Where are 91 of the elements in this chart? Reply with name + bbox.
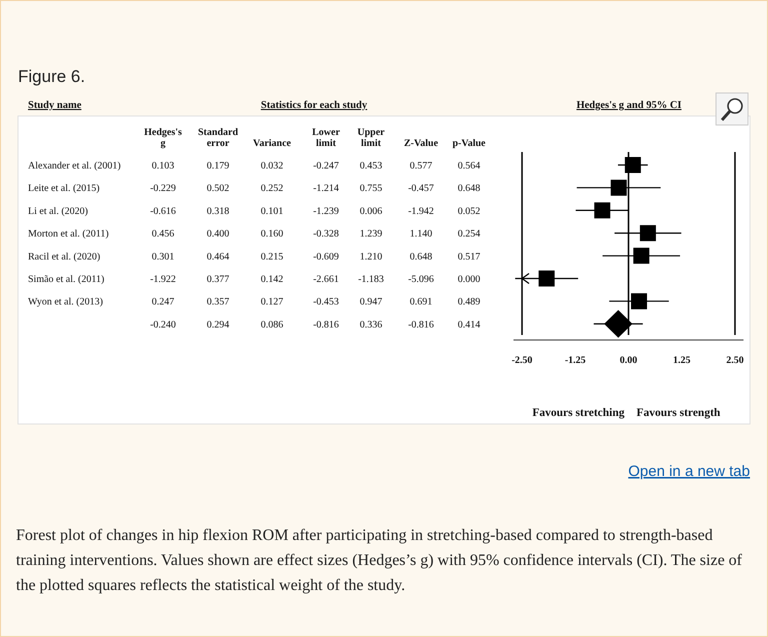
- data-label: 0.247: [152, 296, 174, 308]
- x-tick-label: p-Value: [452, 138, 486, 149]
- data-label: 0.032: [260, 160, 284, 172]
- data-label: 0.453: [360, 160, 382, 172]
- y-tick-label: Morton et al. (2011): [28, 228, 109, 240]
- data-label: -5.096: [408, 274, 434, 285]
- chart-title: Statistics for each study: [260, 100, 368, 111]
- point: [631, 293, 648, 310]
- y-tick-label: Racil et al. (2020): [28, 251, 100, 262]
- data-label: -0.240: [150, 319, 176, 330]
- data-label: 0.160: [260, 228, 284, 240]
- data-label: 0.336: [360, 319, 382, 330]
- point: [624, 157, 641, 173]
- chart-title: Hedges's g and 95% CI: [576, 100, 682, 111]
- data-label: 0.101: [260, 206, 284, 217]
- y-axis-title: Study name: [28, 100, 82, 111]
- text: Favours stretching: [532, 407, 625, 419]
- text: Forest plot of changes in hip flexion ROM after participating in stretching-based compared to strength-based training interventions. Values shown are effect sizes (Hedges’s g) with 95% confidence intervals (CI). The size of the plotted squares reflects the statistical weight of the study.: [16, 527, 743, 594]
- data-label: -0.229: [150, 183, 176, 194]
- y-tick-label: Leite et al. (2015): [28, 183, 100, 194]
- data-label: -0.609: [313, 251, 339, 262]
- data-label: -1.922: [150, 274, 176, 285]
- data-label: 0.254: [458, 228, 480, 240]
- x-tick-label: 2.50: [726, 355, 744, 366]
- x-tick-label: Variance: [253, 138, 292, 149]
- point: [640, 225, 656, 242]
- point: [594, 202, 610, 218]
- data-label: 1.210: [360, 251, 382, 262]
- data-label: 0.648: [458, 183, 480, 194]
- data-label: -0.328: [313, 228, 339, 240]
- data-label: 0.294: [206, 319, 230, 330]
- data-label: 0.755: [360, 183, 382, 194]
- data-label: 0.127: [260, 296, 284, 308]
- x-tick-label: Hedges's g: [144, 127, 182, 149]
- data-label: -0.247: [313, 160, 339, 172]
- point: [610, 180, 627, 196]
- data-label: 0.086: [260, 319, 284, 330]
- data-label: -0.457: [408, 183, 434, 194]
- y-tick-label: Alexander et al. (2001): [28, 160, 121, 172]
- data-label: 0.142: [260, 274, 284, 285]
- x-tick-label: 0.00: [620, 355, 638, 366]
- data-label: 1.239: [360, 228, 382, 240]
- x-tick-label: -2.50: [512, 355, 532, 366]
- data-label: 0.648: [410, 251, 432, 262]
- y-tick-label: Simão et al. (2011): [28, 274, 104, 285]
- data-label: 0.489: [458, 296, 480, 308]
- data-label: 0.377: [206, 274, 230, 285]
- data-label: -0.816: [408, 319, 434, 330]
- data-label: 0.691: [410, 296, 432, 308]
- data-label: -1.214: [313, 183, 339, 194]
- data-label: 0.357: [206, 296, 230, 308]
- data-label: -0.816: [313, 319, 339, 330]
- data-label: -1.942: [408, 206, 434, 217]
- data-label: 0.414: [458, 319, 480, 330]
- data-label: -2.661: [313, 274, 339, 285]
- data-label: 0.052: [458, 206, 480, 217]
- data-label: 0.103: [152, 160, 174, 172]
- data-label: 0.179: [206, 160, 230, 172]
- data-label: 0.464: [206, 251, 230, 262]
- data-label: 0.947: [360, 296, 382, 308]
- x-tick-label: Standard error: [198, 127, 238, 149]
- data-label: 0.456: [152, 228, 174, 240]
- data-label: -1.183: [358, 274, 384, 285]
- x-tick-label: Upper limit: [357, 127, 386, 149]
- point: [604, 310, 632, 338]
- data-label: 0.252: [260, 183, 284, 194]
- data-label: 0.400: [206, 228, 230, 240]
- data-label: 0.502: [206, 183, 230, 194]
- x-tick-label: Lower limit: [312, 127, 340, 149]
- data-label: 0.000: [458, 274, 480, 285]
- x-tick-label: Z-Value: [404, 138, 439, 149]
- point: [538, 270, 555, 286]
- data-label: -0.616: [150, 206, 176, 217]
- x-tick-label: 1.25: [672, 355, 690, 366]
- text: Open in a new tab: [628, 463, 750, 480]
- y-tick-label: Wyon et al. (2013): [28, 296, 103, 308]
- data-label: 0.006: [360, 206, 382, 217]
- data-label: 0.215: [260, 251, 284, 262]
- data-label: -1.239: [313, 206, 339, 217]
- data-label: 0.577: [410, 160, 432, 172]
- text: Figure 6.: [18, 67, 86, 86]
- text: Favours strength: [636, 407, 721, 419]
- data-label: 0.301: [152, 251, 174, 262]
- x-tick-label: -1.25: [564, 355, 586, 366]
- data-label: 0.564: [458, 160, 480, 172]
- data-label: 1.140: [410, 228, 432, 240]
- point: [633, 248, 650, 264]
- data-label: 0.517: [458, 251, 480, 262]
- data-label: -0.453: [313, 296, 339, 308]
- y-tick-label: Li et al. (2020): [28, 206, 88, 217]
- data-label: 0.318: [206, 206, 230, 217]
